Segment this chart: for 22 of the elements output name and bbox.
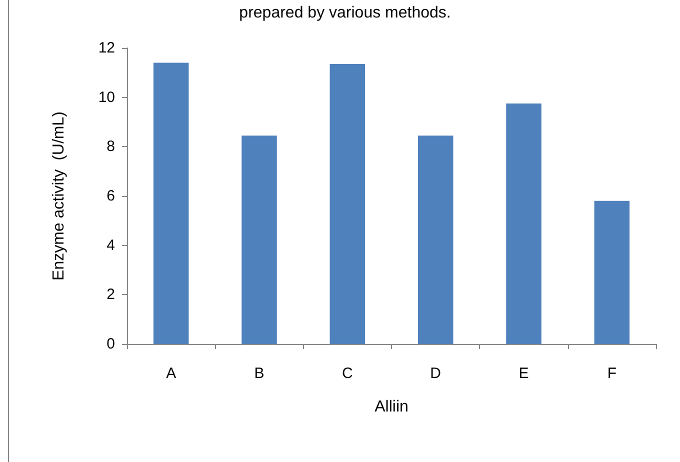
bar [418,136,454,344]
bar [153,62,189,344]
y-tick-label: 12 [98,40,115,56]
y-tick-label: 6 [106,188,115,204]
x-tick-label: D [430,365,442,382]
y-tick-label: 10 [98,88,115,106]
bar [242,136,277,344]
chart-title: prepared by various methods. [239,4,451,22]
x-tick-label: C [342,365,353,382]
x-tick-label: E [518,365,529,382]
x-tick-label: A [166,365,176,382]
y-tick-label: 0 [106,336,115,352]
y-tick-label: 4 [106,236,115,254]
y-tick-label: 2 [106,286,115,304]
y-tick-label: 8 [106,138,115,156]
x-tick-label: B [254,365,264,382]
bar [506,104,542,344]
y-axis-title: Enzyme activity (U/mL) [50,112,68,280]
x-tick-label: F [607,365,617,382]
bar [594,200,630,344]
bar [330,64,366,344]
x-axis-title: Alliin [374,398,408,416]
